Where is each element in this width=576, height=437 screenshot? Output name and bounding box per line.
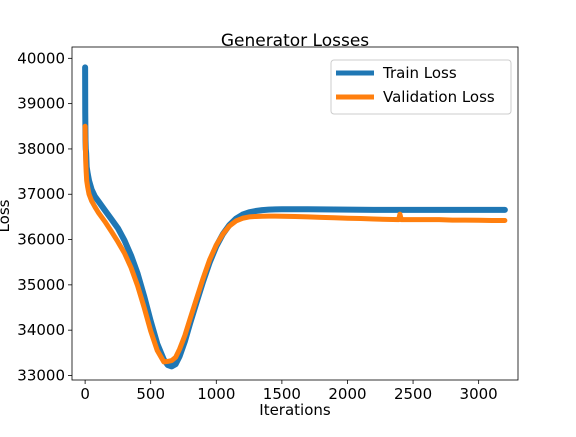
- y-tick-label: 38000: [17, 140, 65, 158]
- x-axis-ticks: 0 500 1000 1500 2000 2500 3000: [80, 380, 498, 403]
- x-tick-label: 0: [80, 385, 90, 403]
- x-axis-label: Iterations: [259, 401, 331, 419]
- y-tick-label: 34000: [17, 321, 65, 339]
- y-tick-label: 36000: [17, 231, 65, 249]
- x-tick-label: 2000: [328, 385, 366, 403]
- plot-area-frame: [71, 46, 519, 381]
- legend-label-validation: Validation Loss: [383, 88, 495, 106]
- chart-title: Generator Losses: [221, 31, 369, 51]
- series-layer: [82, 64, 508, 370]
- legend-label-train: Train Loss: [382, 64, 457, 82]
- x-tick-label: 500: [136, 385, 165, 403]
- y-tick-label: 40000: [17, 49, 65, 67]
- x-tick-label: 1500: [263, 385, 301, 403]
- y-tick-label: 35000: [17, 276, 65, 294]
- x-tick-label: 3000: [460, 385, 498, 403]
- series-line-validation-loss: [82, 123, 508, 365]
- x-tick-label: 2500: [394, 385, 432, 403]
- legend: Train Loss Validation Loss: [330, 59, 512, 115]
- y-axis-label: Loss: [0, 199, 13, 232]
- y-tick-label: 37000: [17, 185, 65, 203]
- x-tick-label: 1000: [197, 385, 235, 403]
- legend-frame: [330, 59, 512, 115]
- y-tick-label: 39000: [17, 95, 65, 113]
- y-axis-ticks: 33000 34000 35000 36000 37000 38000 39000 40000: [17, 49, 72, 384]
- y-tick-label: 33000: [17, 366, 65, 384]
